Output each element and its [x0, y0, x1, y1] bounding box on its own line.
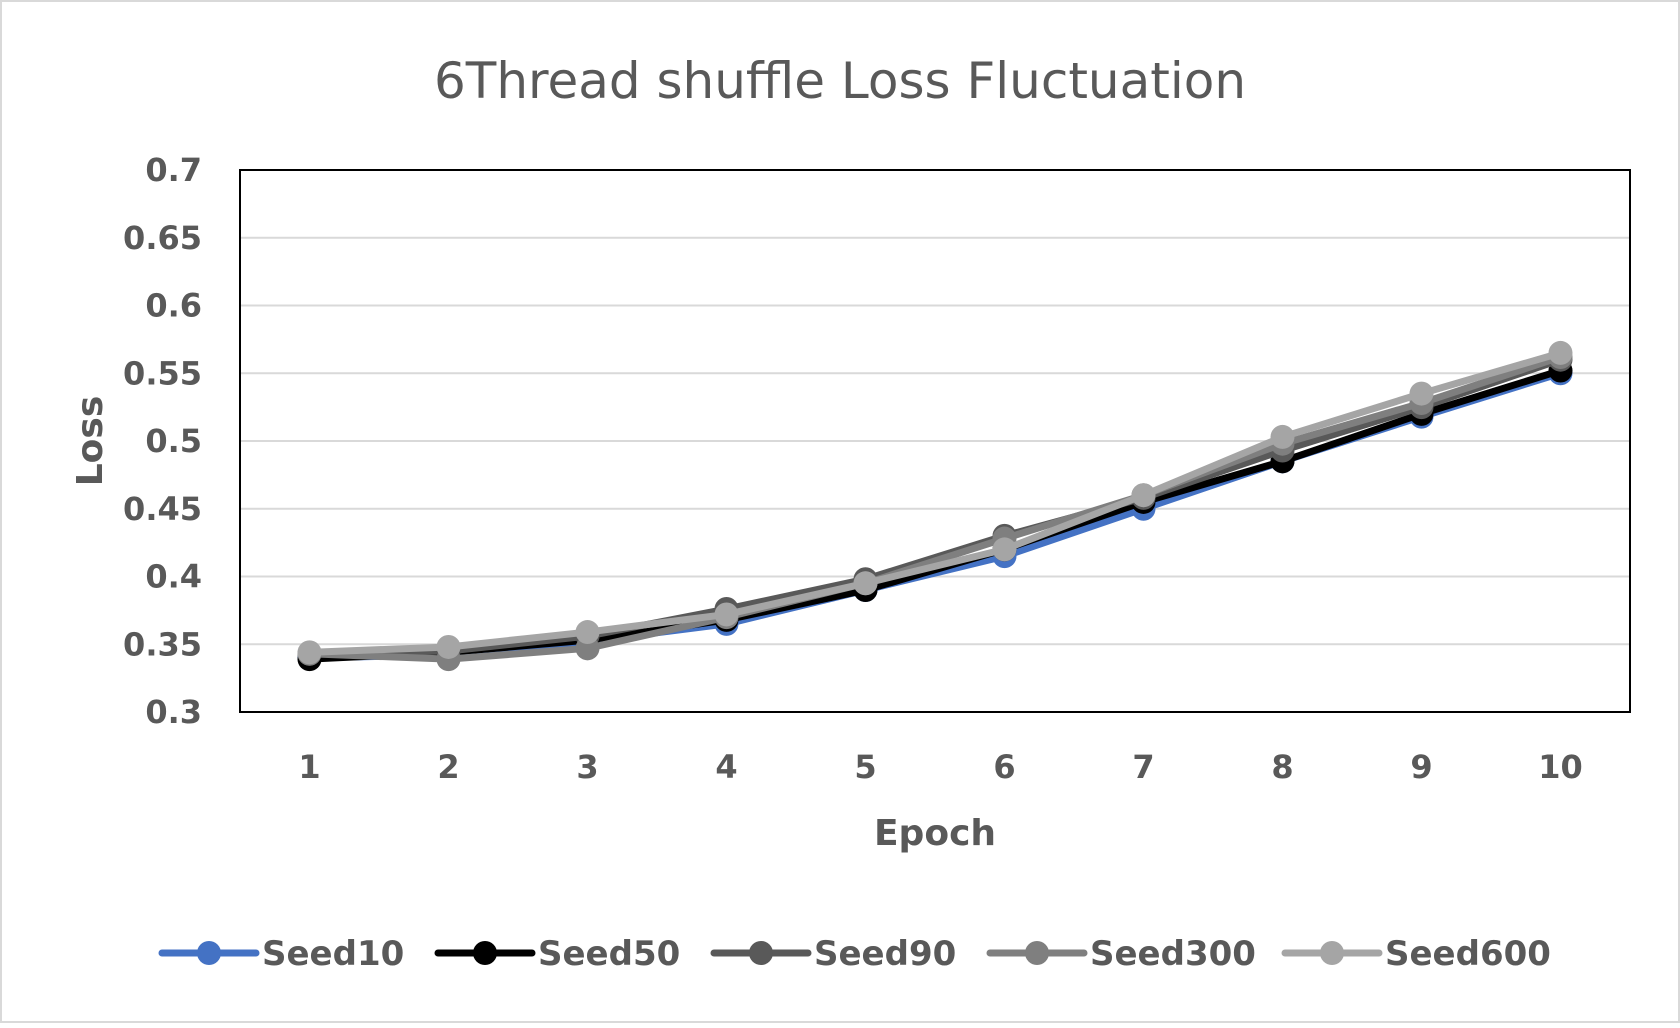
data-point: [575, 620, 600, 645]
y-tick-label: 0.65: [123, 219, 202, 257]
data-point: [1548, 340, 1573, 365]
legend-marker-swatch: [749, 941, 773, 965]
legend-label: Seed10: [262, 934, 404, 974]
legend-label: Seed300: [1090, 934, 1256, 974]
legend-marker-swatch: [473, 941, 497, 965]
legend-marker-swatch: [197, 941, 221, 965]
x-tick-label: 9: [1410, 748, 1432, 786]
legend-item-seed10: Seed10: [158, 934, 404, 974]
series-layer: [297, 340, 1573, 672]
data-point: [1409, 381, 1434, 406]
y-tick-label: 0.35: [123, 625, 202, 663]
legend-label: Seed50: [538, 934, 680, 974]
y-tick-label: 0.3: [145, 693, 202, 731]
data-point: [992, 537, 1017, 562]
data-point: [1131, 483, 1156, 508]
x-tick-label: 10: [1538, 748, 1583, 786]
x-axis-title: Epoch: [874, 813, 996, 854]
x-tick-label: 5: [854, 748, 876, 786]
chart-title: 6Thread shuffle Loss Fluctuation: [434, 52, 1246, 110]
data-point: [297, 640, 322, 665]
y-tick-label: 0.7: [145, 151, 202, 189]
y-tick-label: 0.45: [123, 490, 202, 528]
legend-item-seed600: Seed600: [1281, 934, 1551, 974]
x-tick-label: 3: [576, 748, 598, 786]
y-tick-label: 0.4: [145, 558, 202, 596]
x-tick-label: 7: [1132, 748, 1154, 786]
x-tick-label: 2: [437, 748, 459, 786]
data-point: [714, 602, 739, 627]
legend-marker-swatch: [1320, 941, 1344, 965]
legend: Seed10 Seed50 Seed90 Seed300 Seed600: [158, 934, 1551, 974]
y-tick-label: 0.55: [123, 354, 202, 392]
gridlines: [240, 236, 1630, 646]
legend-label: Seed90: [814, 934, 956, 974]
data-point: [1270, 424, 1295, 449]
data-point: [436, 634, 461, 659]
y-tick-label: 0.5: [145, 422, 202, 460]
x-axis-ticks: 1 2 3 4 5 6 7 8 9 10: [298, 748, 1582, 786]
y-axis-ticks: 0.3 0.35 0.4 0.45 0.5 0.55 0.6 0.65 0.7: [123, 151, 202, 731]
series-line: [306, 353, 1564, 663]
data-point: [853, 571, 878, 596]
legend-item-seed50: Seed50: [434, 934, 680, 974]
x-tick-label: 8: [1271, 748, 1293, 786]
x-tick-label: 4: [715, 748, 737, 786]
plot-area-frame: [239, 169, 1631, 713]
x-tick-label: 6: [993, 748, 1015, 786]
series-seed600: [297, 340, 1573, 665]
y-tick-label: 0.6: [145, 287, 202, 325]
series-line: [306, 349, 1564, 656]
x-tick-label: 1: [298, 748, 320, 786]
legend-label: Seed600: [1385, 934, 1551, 974]
legend-item-seed90: Seed90: [710, 934, 956, 974]
legend-item-seed300: Seed300: [986, 934, 1256, 974]
y-axis-title: Loss: [70, 396, 111, 487]
legend-marker-swatch: [1025, 941, 1049, 965]
